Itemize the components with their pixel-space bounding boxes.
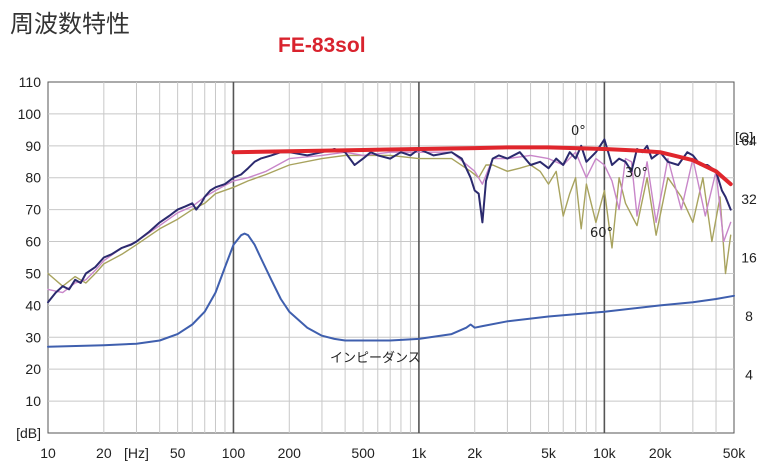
y-tick-label: 70 (25, 202, 41, 218)
x-tick-label: 500 (351, 445, 375, 461)
x-tick-label: 100 (222, 445, 246, 461)
x-tick-label: 20k (649, 445, 673, 461)
y-tick-label: 10 (25, 393, 41, 409)
y2-tick-label: 4 (745, 367, 753, 383)
x-tick-label: 10 (40, 445, 56, 461)
y-tick-label: 30 (25, 329, 41, 345)
x-tick-label: 1k (412, 445, 428, 461)
y-tick-label: 90 (25, 138, 41, 154)
series-line-impedance (47, 232, 735, 348)
y-tick-label: 100 (18, 106, 42, 122)
y-tick-label: 80 (25, 170, 41, 186)
chart-title: FE-83sol (278, 34, 366, 57)
x-tick-label: 5k (541, 445, 557, 461)
y2-unit-label: [Ω] (735, 129, 753, 145)
series-line-30deg (47, 151, 732, 294)
y-tick-label: 110 (19, 74, 42, 90)
y-tick-label: 60 (25, 234, 41, 250)
y2-tick-label: 32 (741, 191, 757, 207)
series-line-flat-response (231, 145, 733, 187)
page-title: 周波数特性 (10, 10, 130, 38)
y2-tick-label: 16 (741, 250, 757, 266)
y2-tick-label: 8 (745, 308, 753, 324)
y-tick-label: [dB] (16, 425, 41, 441)
annotation-impedance: インピーダンス (330, 351, 421, 366)
grid (48, 82, 734, 433)
x-tick-label: 2k (467, 445, 483, 461)
series-line-0deg (47, 138, 732, 304)
x-tick-label: 20 (96, 445, 112, 461)
tick-layer: 10 20 [Hz] 50 100 200 500 1k 2k 5k 10k 20k 50k110100… (16, 74, 757, 461)
series-line-60deg (47, 154, 732, 287)
x-tick-label: 10k (593, 445, 617, 461)
annotation-60deg: 60° (590, 226, 613, 241)
x-tick-label: 200 (278, 445, 302, 461)
y-tick-label: 50 (25, 265, 41, 281)
x-tick-label: [Hz] (124, 445, 149, 461)
x-tick-label: 50k (723, 445, 747, 461)
y2-tick-label: 64 (741, 133, 757, 149)
y-tick-label: 20 (25, 361, 41, 377)
series-layer (47, 138, 735, 348)
x-tick-label: 50 (170, 445, 186, 461)
plot-frame (47, 81, 735, 434)
annotation-30deg: 30° (625, 166, 648, 181)
y-tick-label: 40 (25, 297, 41, 313)
annotation-0deg: 0° (571, 124, 586, 139)
